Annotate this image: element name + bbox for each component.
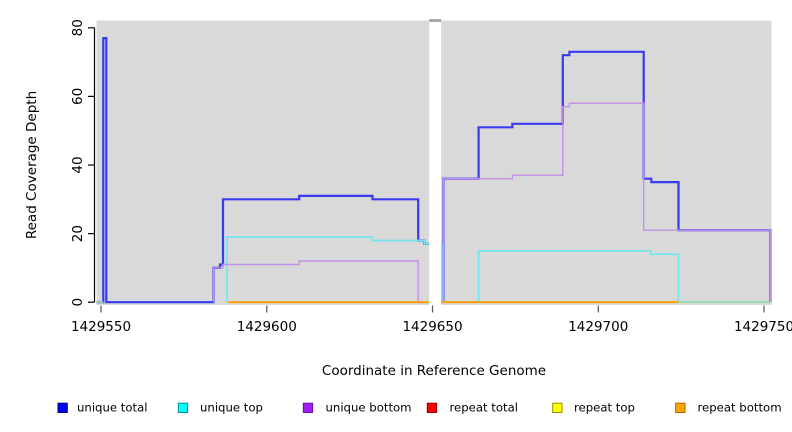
legend-swatch-unique-top [177, 402, 189, 414]
legend-label-unique-bottom: unique bottom [326, 400, 412, 414]
series-line-unique-top [477, 249, 680, 303]
x-tick-label: 1429750 [734, 319, 792, 335]
legend-label-unique-total: unique total [77, 400, 148, 414]
y-tick-label: 80 [70, 19, 86, 36]
legend-label-repeat-total: repeat total [450, 400, 519, 414]
gap-band-cap [429, 19, 442, 306]
x-tick-label: 1429550 [71, 319, 131, 335]
legend-swatch-repeat-total [426, 402, 438, 414]
x-tick-label: 1429650 [402, 319, 462, 335]
y-tick-label: 40 [70, 156, 86, 173]
y-tick-label: 60 [70, 88, 86, 105]
series-lines [96, 37, 772, 304]
legend: unique total unique top unique bottom repea… [57, 400, 782, 414]
y-tick-label: 0 [70, 298, 86, 307]
legend-swatch-unique-bottom [302, 402, 314, 414]
gap-band [429, 19, 442, 306]
gap-band-cap-strip [429, 19, 442, 22]
series-line-unique-total [442, 50, 772, 303]
y-tick-label: 20 [70, 225, 86, 242]
x-axis: 1429550 1429600 1429650 1429700 1429750 [71, 305, 792, 335]
y-axis: 0 20 40 60 80 [70, 19, 96, 307]
series-line-unique-bottom [442, 102, 771, 303]
legend-label-unique-top: unique top [200, 400, 263, 414]
legend-label-repeat-bottom: repeat bottom [698, 400, 782, 414]
legend-swatch-unique-total [57, 402, 68, 414]
legend-label-repeat-top: repeat top [574, 400, 635, 414]
y-axis-title: Read Coverage Depth [24, 91, 40, 239]
legend-swatch-repeat-top [552, 402, 563, 414]
x-axis-title: Coordinate in Reference Genome [322, 363, 546, 379]
x-tick-label: 1429600 [237, 319, 297, 335]
x-tick-label: 1429700 [568, 319, 628, 335]
series-line-unique-bottom [212, 260, 419, 303]
legend-swatch-repeat-bottom [675, 402, 686, 414]
